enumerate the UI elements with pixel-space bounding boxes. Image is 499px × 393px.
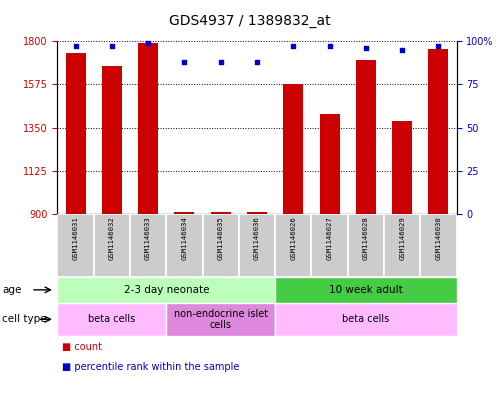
Text: GSM1146030: GSM1146030	[436, 216, 442, 260]
Bar	[166, 214, 203, 277]
Point	[253, 59, 261, 65]
Bar	[65, 53, 85, 214]
Bar	[57, 303, 166, 336]
Point	[108, 43, 116, 50]
Text: GSM1146036: GSM1146036	[254, 216, 260, 260]
Text: age: age	[2, 285, 22, 295]
Text: beta cells: beta cells	[88, 314, 135, 324]
Bar	[275, 214, 311, 277]
Point	[435, 43, 443, 50]
Text: GSM1146035: GSM1146035	[218, 216, 224, 260]
Text: GSM1146026: GSM1146026	[290, 216, 296, 260]
Point	[181, 59, 189, 65]
Bar	[130, 214, 166, 277]
Bar	[57, 277, 275, 303]
Point	[362, 45, 370, 51]
Text: GSM1146033: GSM1146033	[145, 216, 151, 260]
Point	[217, 59, 225, 65]
Bar	[239, 214, 275, 277]
Bar	[57, 214, 94, 277]
Bar	[319, 114, 339, 214]
Text: GSM1146029: GSM1146029	[399, 216, 405, 260]
Point	[144, 40, 152, 46]
Text: 10 week adult: 10 week adult	[329, 285, 403, 295]
Bar	[102, 66, 122, 214]
Bar	[283, 84, 303, 214]
Point	[325, 43, 333, 50]
Text: 2-3 day neonate: 2-3 day neonate	[124, 285, 209, 295]
Bar	[384, 214, 420, 277]
Text: beta cells: beta cells	[342, 314, 390, 324]
Text: GSM1146028: GSM1146028	[363, 216, 369, 260]
Text: cell type: cell type	[2, 314, 47, 324]
Text: GSM1146032: GSM1146032	[109, 216, 115, 260]
Bar	[356, 61, 376, 214]
Text: ■ count: ■ count	[62, 342, 102, 352]
Text: non-endocrine islet
cells: non-endocrine islet cells	[174, 309, 268, 330]
Point	[398, 47, 406, 53]
Bar	[138, 43, 158, 214]
Bar	[247, 212, 267, 214]
Text: ■ percentile rank within the sample: ■ percentile rank within the sample	[62, 362, 240, 372]
Bar	[348, 214, 384, 277]
Bar	[175, 212, 195, 214]
Point	[71, 43, 79, 50]
Bar	[311, 214, 348, 277]
Point	[289, 43, 297, 50]
Text: GSM1146027: GSM1146027	[326, 216, 332, 260]
Bar	[429, 49, 449, 214]
Bar	[420, 214, 457, 277]
Bar	[392, 121, 412, 214]
Bar	[203, 214, 239, 277]
Bar	[94, 214, 130, 277]
Bar	[275, 277, 457, 303]
Bar	[211, 212, 231, 214]
Bar	[275, 303, 457, 336]
Text: GSM1146034: GSM1146034	[182, 216, 188, 260]
Text: GSM1146031: GSM1146031	[72, 216, 78, 260]
Text: GDS4937 / 1389832_at: GDS4937 / 1389832_at	[169, 14, 330, 28]
Bar	[166, 303, 275, 336]
